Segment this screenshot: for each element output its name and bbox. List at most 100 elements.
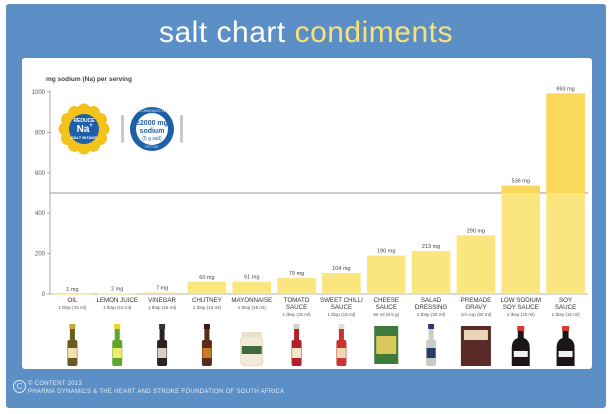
bar-9	[456, 235, 496, 294]
category-label: TOMATO	[284, 297, 310, 304]
category-label: SAUCE	[286, 304, 307, 311]
plate-ring-top: RECOMMENDED MAX	[135, 109, 169, 113]
y-tick-label: 600	[35, 171, 46, 177]
icon-label	[376, 336, 397, 354]
category-label: PREMADE	[461, 297, 492, 304]
y-tick-label: 800	[35, 130, 46, 136]
fork-icon	[121, 115, 124, 143]
icon-neck	[294, 328, 300, 341]
lemon-juice-bottle-icon	[112, 324, 123, 366]
bar-1	[97, 293, 137, 295]
footer-line-2: PHARMA DYNAMICS & THE HEART AND STROKE F…	[28, 389, 285, 395]
icon-cap	[517, 326, 525, 331]
icon-neck	[69, 328, 75, 341]
sodium-plus: +	[89, 123, 93, 129]
icon-cap	[293, 324, 300, 329]
category-label: GRAVY	[465, 304, 486, 311]
footer-credit: C © CONTENT 2013 PHARMA DYNAMICS & THE H…	[13, 380, 285, 396]
bar-excess-10	[501, 185, 541, 193]
category-label: SAUCE	[376, 304, 397, 311]
salt-equivalent: (5 g salt)	[142, 136, 162, 142]
bar-value-label: 993 mg	[556, 86, 574, 92]
title-accent: condiments	[294, 16, 453, 49]
icon-label	[558, 351, 573, 357]
serving-label: 1 tbsp (15 ml)	[327, 312, 356, 317]
salt-intake-label: SALT INTAKE	[71, 135, 97, 140]
vinegar-bottle-icon	[157, 324, 168, 366]
icon-neck	[338, 328, 344, 341]
sun-disc	[69, 114, 99, 144]
serving-label: 1 tbsp (15 ml)	[552, 312, 581, 317]
serving-label: 1/4 cup (60 ml)	[461, 312, 492, 317]
category-label: DRESSING	[415, 304, 448, 311]
bar-7	[366, 255, 406, 294]
category-label: SWEET CHILLI	[320, 297, 363, 304]
icon-neck	[159, 328, 165, 341]
icon-label	[67, 348, 77, 358]
reduce-salt-badge	[58, 103, 110, 155]
serving-label: 2 tbsp (30 ml)	[417, 312, 446, 317]
gravy-box-icon	[460, 326, 491, 366]
bar-2	[142, 292, 182, 294]
category-label: CHUTNEY	[192, 297, 222, 304]
icon-body	[556, 330, 575, 366]
serving-label: 1 tbsp (15 ml)	[238, 305, 267, 310]
serving-label: 1 tbsp (15 ml)	[507, 312, 536, 317]
tomato-sauce-bottle-icon	[291, 324, 302, 366]
soy-sauce-bottle-icon	[556, 326, 575, 366]
y-tick-label: 200	[35, 252, 46, 258]
bar-4	[232, 281, 272, 294]
bar-value-label: 213 mg	[422, 244, 440, 250]
bar-value-label: 61 mg	[244, 275, 259, 281]
oil-bottle-icon	[67, 324, 78, 366]
bar-0	[53, 293, 92, 295]
bar-value-label: 290 mg	[467, 228, 485, 234]
title-main: salt chart	[159, 16, 286, 49]
icon-label	[157, 348, 167, 358]
category-label: SAUCE	[555, 304, 576, 311]
serving-label: 1 tbsp (15 ml)	[193, 305, 222, 310]
category-label: SOY	[559, 297, 572, 304]
chart-panel: mg sodium (Na) per serving 0 200 400 600 800 1…	[22, 58, 592, 369]
knife-icon	[180, 115, 183, 143]
sodium-word: sodium	[140, 128, 165, 135]
low-sodium-soy-sauce-bottle-icon	[511, 326, 530, 366]
plate-ring-bottom: PER DAY	[145, 145, 160, 149]
cheese-sauce-packet-icon	[374, 326, 399, 364]
reduce-label: REDUCE	[73, 118, 95, 124]
salt-bar-chart: mg sodium (Na) per serving 0 200 400 600 800 1…	[32, 76, 588, 367]
icon-cap	[562, 326, 570, 331]
icon-label	[463, 330, 488, 340]
bar-3	[187, 281, 227, 294]
y-tick-label: 0	[42, 292, 46, 298]
icon-cap	[241, 332, 262, 337]
category-label: LOW SODIUM	[500, 297, 541, 304]
sweet-chilli-sauce-bottle-icon	[336, 324, 347, 366]
category-label: VINEGAR	[148, 297, 176, 304]
bar-excess-11	[546, 93, 585, 193]
icon-label	[241, 346, 262, 354]
bar-value-label: 536 mg	[512, 179, 530, 185]
category-label: CHEESE	[374, 297, 399, 304]
icon-body	[511, 330, 530, 366]
bar-value-label: 60 mg	[199, 275, 214, 281]
category-label: SOY SAUCE	[503, 304, 539, 311]
plate-center	[136, 113, 168, 145]
bar-value-label: 190 mg	[377, 249, 395, 255]
serving-label: 1 tbsp (15 ml)	[58, 305, 87, 310]
y-axis-label: mg sodium (Na) per serving	[46, 76, 132, 83]
footer-line-1: © CONTENT 2013	[28, 381, 83, 387]
icon-label	[513, 351, 528, 357]
serving-label: 1 tbsp (15 ml)	[148, 305, 177, 310]
category-label: LEMON JUICE	[96, 297, 138, 304]
icon-cap	[203, 324, 210, 329]
infographic-frame: salt chart condiments mg sodium (Na) per…	[6, 4, 606, 408]
bar-value-label: 1 mg	[66, 287, 78, 293]
bar-value-label: 7 mg	[156, 286, 168, 292]
icon-label	[336, 348, 346, 358]
mayonnaise-jar-icon	[240, 332, 264, 367]
icon-cap	[114, 324, 121, 329]
bar-5	[277, 278, 316, 294]
serving-label: 60 ml (9.5 g)	[373, 312, 399, 317]
category-label: SALAD	[421, 297, 442, 304]
